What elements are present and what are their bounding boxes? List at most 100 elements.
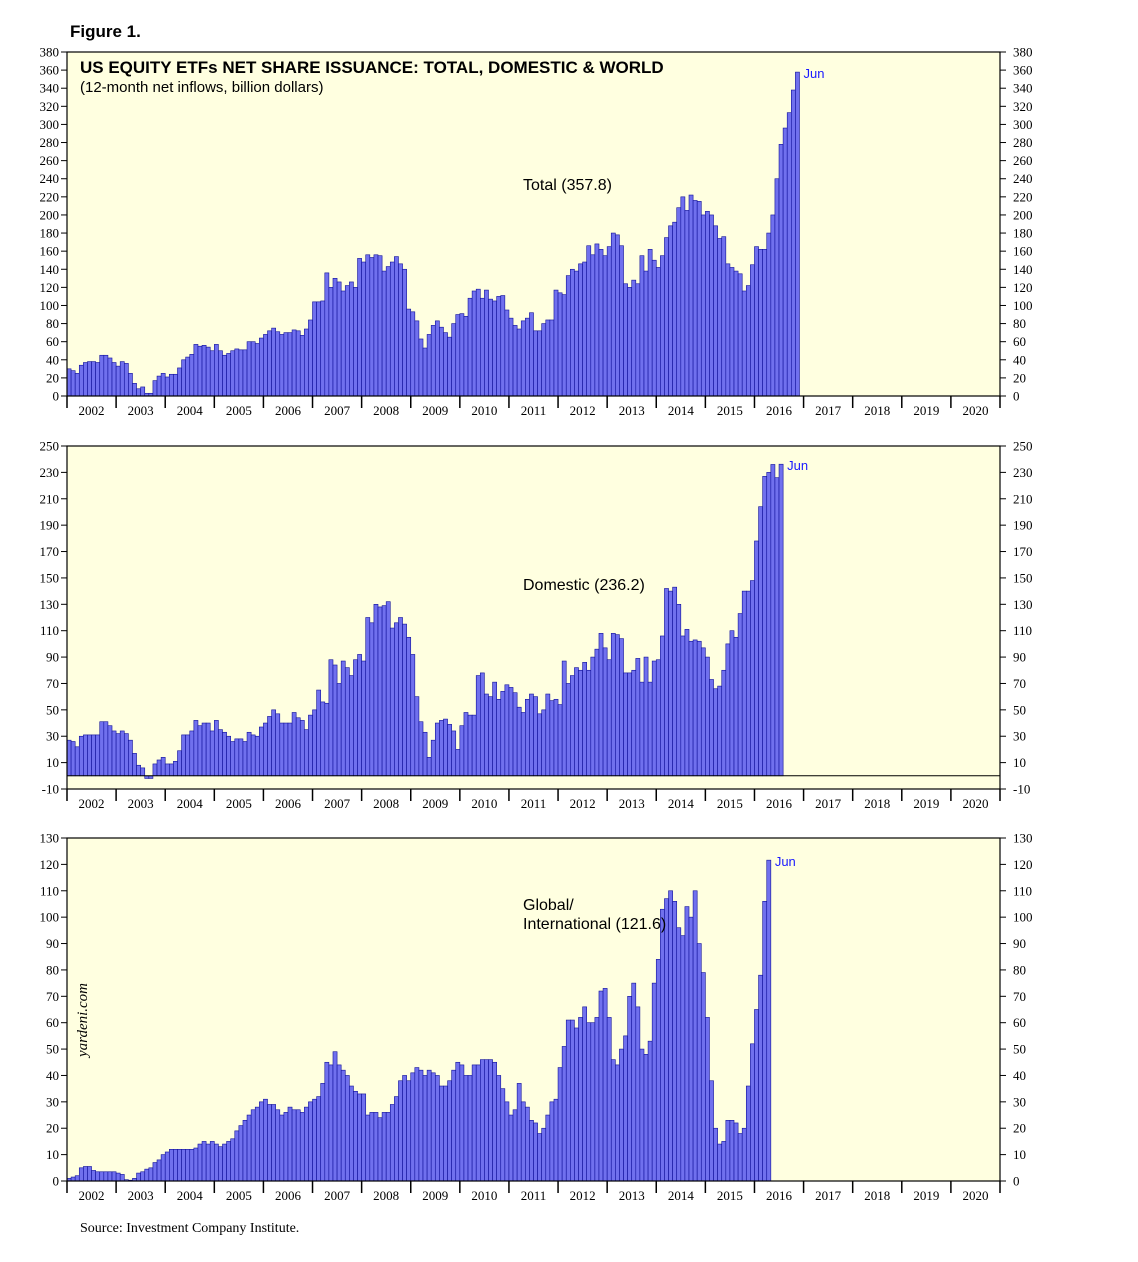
x-tick-label: 2019 bbox=[913, 403, 939, 418]
bar bbox=[778, 144, 784, 397]
bar bbox=[672, 586, 678, 777]
bar bbox=[398, 1080, 403, 1182]
y-tick-label-left: 10 bbox=[46, 1147, 59, 1162]
x-tick-label: 2013 bbox=[619, 403, 645, 418]
bar bbox=[308, 1101, 313, 1182]
bar bbox=[320, 1083, 326, 1182]
bar bbox=[635, 658, 641, 777]
bar bbox=[586, 1022, 592, 1182]
bar bbox=[508, 1114, 514, 1182]
bar bbox=[414, 696, 420, 777]
bar bbox=[234, 1130, 240, 1182]
bar bbox=[295, 1109, 301, 1182]
x-tick-label: 2020 bbox=[962, 796, 988, 811]
bar bbox=[484, 693, 489, 777]
y-tick-label-left: 380 bbox=[40, 45, 60, 60]
bar bbox=[365, 1114, 371, 1182]
bar bbox=[737, 273, 743, 397]
bar bbox=[664, 237, 669, 397]
bar bbox=[455, 314, 461, 397]
bar bbox=[529, 693, 534, 777]
bar bbox=[78, 364, 84, 397]
x-tick-label: 2011 bbox=[521, 1188, 547, 1203]
y-tick-label-right: 50 bbox=[1013, 702, 1026, 717]
bar bbox=[455, 749, 461, 777]
bar bbox=[291, 329, 297, 397]
bar bbox=[430, 1072, 436, 1182]
bar bbox=[103, 354, 109, 397]
bar bbox=[123, 363, 129, 397]
bar bbox=[676, 927, 682, 1182]
y-tick-label-right: 200 bbox=[1013, 207, 1033, 222]
bar bbox=[447, 724, 452, 777]
bar bbox=[406, 1080, 412, 1182]
bar bbox=[119, 730, 125, 777]
bar bbox=[586, 669, 592, 777]
bar bbox=[304, 328, 309, 397]
bar bbox=[660, 635, 665, 777]
bar bbox=[377, 1117, 383, 1182]
bar bbox=[271, 709, 276, 777]
bar bbox=[132, 383, 137, 397]
bar bbox=[234, 348, 240, 397]
bar bbox=[156, 1159, 162, 1182]
bar bbox=[660, 908, 665, 1182]
bar bbox=[741, 290, 747, 397]
bar bbox=[410, 654, 416, 777]
bar bbox=[312, 709, 317, 777]
y-tick-label-left: 30 bbox=[46, 729, 59, 744]
bar bbox=[602, 255, 608, 397]
bar bbox=[275, 331, 281, 397]
bar bbox=[676, 604, 682, 777]
bar bbox=[250, 1109, 256, 1182]
y-tick-label-left: 220 bbox=[40, 189, 60, 204]
bar bbox=[410, 311, 416, 397]
bar bbox=[259, 1101, 264, 1182]
bar bbox=[373, 604, 379, 777]
y-tick-label-left: 90 bbox=[46, 650, 59, 665]
bar bbox=[582, 261, 587, 397]
bar bbox=[332, 1051, 338, 1182]
bar bbox=[267, 716, 272, 777]
bar bbox=[209, 1141, 215, 1182]
x-tick-label: 2008 bbox=[373, 1188, 399, 1203]
bar bbox=[369, 1112, 375, 1182]
y-tick-label-right: 360 bbox=[1013, 63, 1033, 78]
bar bbox=[766, 472, 772, 777]
y-tick-label-right: -10 bbox=[1013, 782, 1030, 797]
x-tick-label: 2017 bbox=[815, 796, 842, 811]
bar bbox=[226, 735, 231, 777]
bar bbox=[164, 1151, 170, 1182]
series-label: Global/ bbox=[523, 897, 574, 914]
y-tick-label-left: 50 bbox=[46, 1042, 59, 1057]
bar bbox=[78, 1167, 84, 1182]
y-tick-label-left: 10 bbox=[46, 755, 59, 770]
bar bbox=[574, 270, 579, 397]
bar bbox=[586, 245, 592, 397]
bar bbox=[782, 127, 788, 397]
bar bbox=[177, 750, 182, 777]
bar bbox=[553, 698, 559, 777]
bar bbox=[263, 722, 268, 777]
watermark: yardeni.com bbox=[75, 983, 91, 1059]
bar bbox=[557, 704, 563, 777]
y-tick-label-left: 130 bbox=[40, 831, 60, 846]
bar bbox=[140, 1171, 146, 1182]
bar bbox=[316, 301, 322, 397]
bar bbox=[299, 335, 305, 397]
bar bbox=[467, 714, 473, 777]
bar bbox=[410, 1072, 416, 1182]
bar bbox=[95, 362, 101, 397]
x-tick-label: 2012 bbox=[570, 403, 596, 418]
bar bbox=[537, 1133, 542, 1182]
bar bbox=[467, 297, 473, 397]
bar bbox=[197, 1143, 203, 1182]
bar bbox=[299, 1112, 305, 1182]
bar bbox=[606, 1017, 612, 1182]
bar bbox=[774, 178, 780, 397]
bar bbox=[373, 254, 379, 397]
y-tick-label-right: 340 bbox=[1013, 81, 1033, 96]
y-tick-label-left: 20 bbox=[46, 370, 59, 385]
x-tick-label: 2007 bbox=[324, 796, 351, 811]
source-note: Source: Investment Company Institute. bbox=[80, 1221, 300, 1236]
